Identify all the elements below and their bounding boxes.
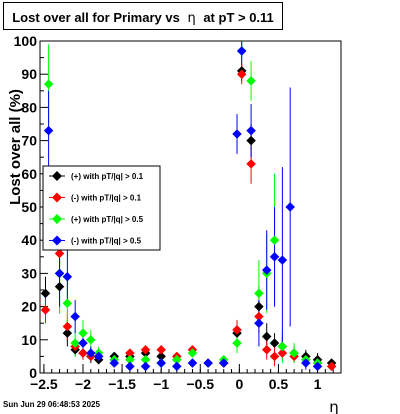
- legend-box: [42, 165, 161, 251]
- y-tick-label: 100: [14, 33, 38, 49]
- data-point: [261, 344, 272, 355]
- y-tick-label: 70: [21, 133, 37, 149]
- footer-timestamp: Sun Jun 29 06:48:53 2025: [3, 400, 100, 409]
- data-point: [171, 361, 182, 372]
- data-point: [312, 361, 323, 372]
- data-point: [269, 338, 280, 348]
- chart-title-eta: η: [187, 11, 196, 26]
- data-point: [232, 338, 242, 348]
- data-point: [85, 348, 96, 358]
- y-axis-label: Lost over all (%): [7, 89, 24, 205]
- data-point: [187, 358, 198, 368]
- y-tick-label: 50: [21, 199, 37, 215]
- data-point: [62, 271, 73, 282]
- x-tick-label: 1: [314, 376, 322, 392]
- data-point: [218, 358, 229, 368]
- chart-title-box: Lost over all for Primary vs η at pT > 0…: [3, 2, 283, 30]
- data-point: [285, 202, 296, 212]
- data-point: [246, 158, 256, 169]
- y-tick-label: 30: [21, 265, 37, 281]
- data-point: [40, 305, 51, 315]
- x-tick-label: 0.5: [269, 376, 289, 392]
- legend-entry-label: (+) with pT/|q| > 0.1: [71, 172, 144, 181]
- data-point: [125, 361, 135, 372]
- data-point: [54, 268, 65, 279]
- y-tick-label: 40: [21, 232, 37, 248]
- legend-entry-label: (+) with pT/|q| > 0.5: [71, 215, 144, 224]
- legend-marker: [52, 235, 62, 246]
- data-point: [246, 75, 256, 86]
- legend-marker: [52, 192, 62, 203]
- data-point: [40, 288, 51, 299]
- data-point: [187, 348, 198, 358]
- legend-entry-label: (-) with pT/|q| > 0.1: [71, 194, 142, 203]
- data-point: [43, 79, 54, 90]
- data-point: [62, 298, 73, 309]
- data-point: [300, 358, 311, 368]
- axes: 0 10 20 30 40 50 60 70 80 90 100 −2.5 −2 −1.5 −1 −0.5 0 0…: [14, 33, 342, 392]
- y-tick-label: 90: [21, 66, 37, 82]
- legend-marker: [52, 214, 62, 224]
- data-point: [156, 358, 167, 368]
- data-point: [140, 361, 151, 372]
- chart-title: Lost over all for Primary vs η at pT > 0…: [4, 10, 282, 26]
- y-tick-label: 0: [29, 365, 37, 381]
- data-point: [62, 321, 73, 332]
- chart-title-prefix: Lost over all for Primary vs: [12, 10, 180, 25]
- data-point: [43, 125, 54, 136]
- data-point: [70, 311, 81, 322]
- data-point: [140, 344, 151, 355]
- data-point: [232, 129, 242, 139]
- data-point: [246, 125, 256, 136]
- data-point: [269, 351, 280, 362]
- data-point: [78, 328, 88, 339]
- x-tick-label: −0.5: [186, 376, 214, 392]
- data-point: [289, 348, 299, 358]
- legend-marker: [52, 171, 62, 181]
- legend-entry-label: (-) with pT/|q| > 0.5: [71, 237, 142, 246]
- data-point: [70, 338, 81, 348]
- data-point: [269, 235, 280, 246]
- data-point: [326, 361, 337, 372]
- data-point: [261, 265, 272, 275]
- data-point: [277, 341, 288, 352]
- data-point: [85, 334, 96, 345]
- x-tick-label: −1: [153, 376, 169, 392]
- legend: (+) with pT/|q| > 0.1 (-) with pT/|q| > 0…: [42, 165, 161, 251]
- data-point: [78, 348, 88, 358]
- data-point: [62, 328, 73, 339]
- y-tick-label: 10: [21, 332, 37, 348]
- data-point: [203, 358, 213, 368]
- data-point: [254, 288, 264, 299]
- data-point: [93, 351, 104, 362]
- x-tick-label: −2: [75, 376, 91, 392]
- data-point: [236, 46, 247, 56]
- data-point: [269, 251, 280, 262]
- data-point: [54, 248, 65, 259]
- data-point: [156, 344, 167, 355]
- x-tick-label: −1.5: [108, 376, 136, 392]
- y-tick-label: 20: [21, 299, 37, 315]
- data-points: [40, 46, 337, 372]
- y-tick-label: 80: [21, 99, 37, 115]
- y-tick-label: 60: [21, 166, 37, 182]
- data-point: [109, 358, 120, 368]
- x-tick-label: −2.5: [30, 376, 58, 392]
- data-point: [246, 135, 256, 146]
- data-point: [277, 255, 288, 265]
- chart-title-suffix: at pT > 0.11: [203, 10, 274, 25]
- data-point: [232, 324, 242, 335]
- data-point: [254, 301, 264, 312]
- data-point: [78, 338, 88, 348]
- data-point: [277, 348, 288, 358]
- data-point: [261, 331, 272, 342]
- x-axis-label: η: [329, 398, 339, 414]
- data-point: [54, 281, 65, 292]
- x-tick-label: 0: [235, 376, 243, 392]
- data-point: [254, 318, 264, 329]
- data-point: [236, 69, 247, 80]
